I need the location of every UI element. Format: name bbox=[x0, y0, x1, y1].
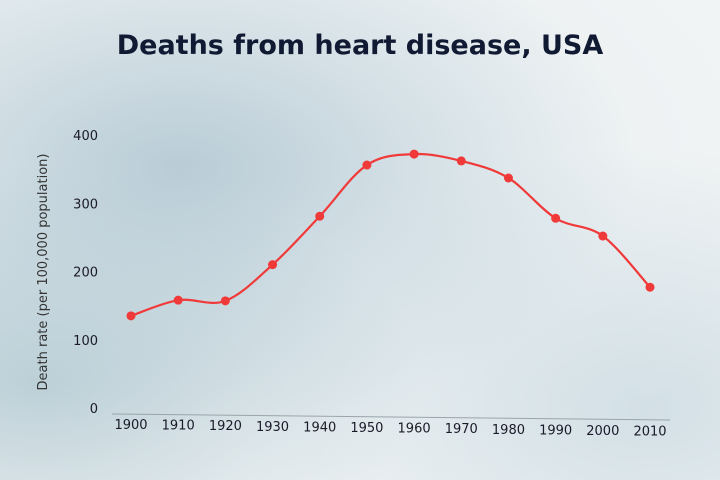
x-tick-label: 1990 bbox=[539, 423, 572, 438]
data-point bbox=[598, 231, 608, 241]
y-tick-label: 200 bbox=[73, 266, 98, 281]
data-point bbox=[551, 213, 561, 223]
x-tick-label: 1960 bbox=[398, 422, 431, 437]
data-point bbox=[220, 296, 230, 306]
x-tick-label: 1980 bbox=[492, 423, 525, 438]
data-point bbox=[645, 282, 655, 292]
y-tick-label: 0 bbox=[90, 402, 98, 417]
x-tick-label: 2000 bbox=[586, 424, 619, 439]
x-tick-label: 1950 bbox=[350, 421, 383, 436]
x-tick-label: 1920 bbox=[209, 419, 242, 434]
x-tick-label: 1910 bbox=[162, 419, 195, 434]
x-tick-label: 1940 bbox=[303, 420, 336, 435]
x-tick-label: 2010 bbox=[633, 425, 666, 440]
y-tick-label: 400 bbox=[73, 129, 98, 144]
x-tick-label: 1970 bbox=[445, 422, 478, 437]
chart-title: Deaths from heart disease, USA bbox=[116, 30, 604, 61]
data-point bbox=[126, 311, 136, 321]
data-point bbox=[456, 156, 466, 166]
data-point bbox=[315, 211, 325, 221]
y-axis-label: Death rate (per 100,000 population) bbox=[36, 154, 51, 391]
data-point bbox=[268, 260, 278, 270]
series-line bbox=[130, 152, 651, 317]
data-point bbox=[173, 295, 183, 305]
data-point bbox=[503, 173, 513, 183]
x-tick-label: 1900 bbox=[114, 418, 147, 433]
x-axis bbox=[111, 413, 671, 421]
data-point bbox=[409, 149, 419, 159]
data-point bbox=[362, 160, 372, 170]
y-tick-label: 300 bbox=[73, 197, 98, 212]
y-tick-label: 100 bbox=[73, 334, 98, 349]
x-tick-label: 1930 bbox=[256, 420, 289, 435]
